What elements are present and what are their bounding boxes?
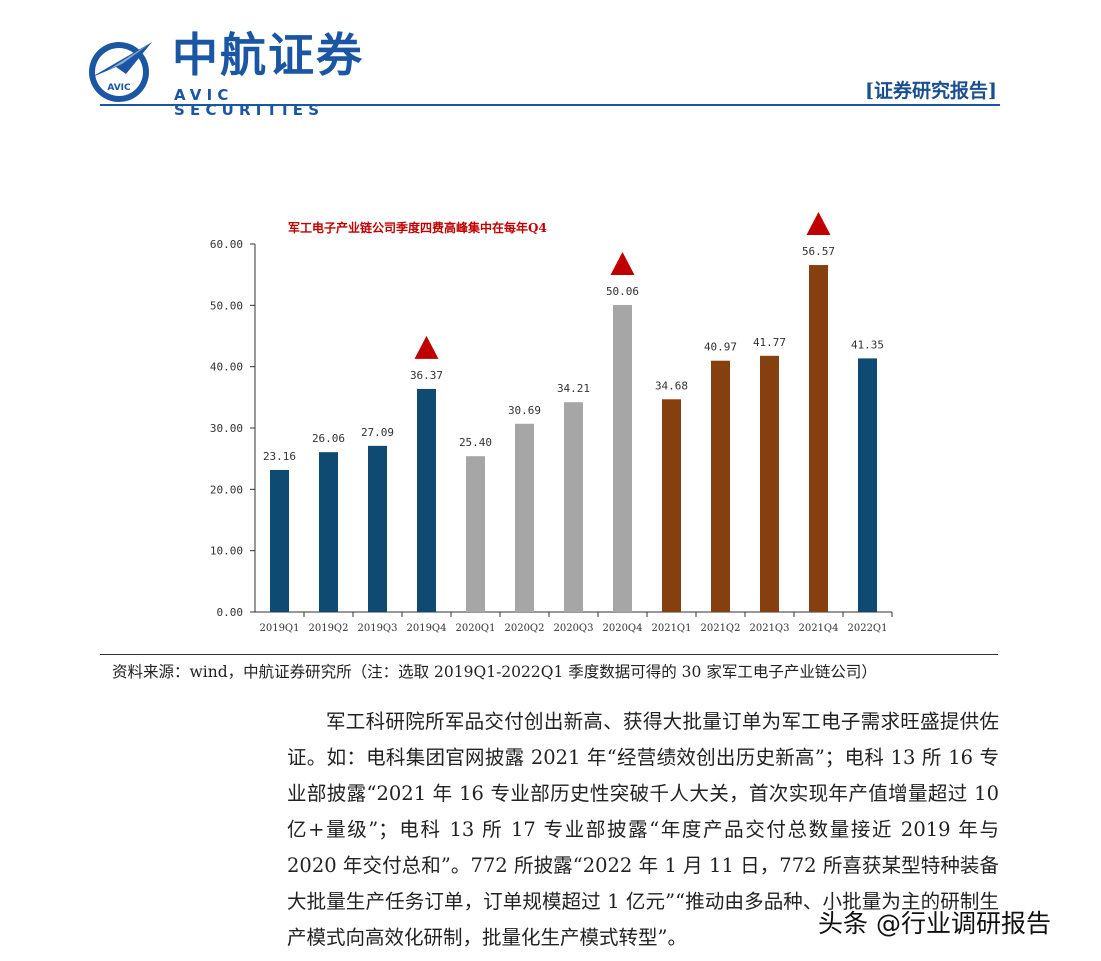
body-paragraph: 军工科研院所军品交付创出新高、获得大批量订单为军工电子需求旺盛提供佐证。如：电科… (287, 710, 999, 949)
bar (662, 399, 681, 612)
bar (417, 388, 436, 612)
peak-triangle-marker (610, 251, 635, 275)
peak-markers (414, 212, 831, 359)
y-tick-label: 60.00 (210, 238, 243, 251)
x-tick-label: 2020Q3 (553, 623, 593, 634)
bar-value-label: 25.40 (459, 436, 492, 449)
peak-triangle-marker (414, 335, 439, 359)
bar (760, 355, 779, 612)
bar-value-label: 34.21 (557, 382, 590, 395)
bar (711, 360, 730, 612)
x-tick-label: 2021Q4 (798, 623, 838, 634)
bar (809, 265, 828, 612)
bar (270, 469, 289, 612)
y-tick-label: 30.00 (210, 422, 243, 435)
bar (613, 304, 632, 612)
y-tick-label: 20.00 (210, 483, 243, 496)
bar-value-label: 41.35 (851, 338, 884, 351)
avic-logo: AVIC 中航证券 AVIC SECURITIES (86, 28, 386, 118)
logo-chinese-name: 中航证券 (172, 28, 364, 82)
logo-english-name: AVIC SECURITIES (174, 86, 325, 119)
y-tick-label: 0.00 (217, 606, 244, 619)
header-divider (100, 104, 1000, 106)
bar-value-label: 41.77 (753, 336, 786, 349)
y-axis-ticks: 0.00 10.00 20.00 30.00 40.00 50.00 60.00 (210, 238, 255, 619)
x-tick-label: 2021Q3 (749, 623, 789, 634)
quarterly-expense-bar-chart: 军工电子产业链公司季度四费高峰集中在每年Q4 0.00 10.00 20.00 30.… (210, 212, 893, 634)
bar (858, 358, 877, 612)
bar (515, 423, 534, 612)
x-tick-label: 2020Q1 (455, 623, 495, 634)
bar-value-label: 40.97 (704, 341, 737, 354)
x-tick-label: 2019Q3 (357, 623, 397, 634)
x-tick-label: 2020Q2 (504, 623, 544, 634)
x-axis-labels: 2019Q1 2019Q2 2019Q3 2019Q4 2020Q1 2020Q2 2020… (259, 612, 893, 634)
bar-value-label: 27.09 (361, 426, 394, 439)
x-tick-label: 2020Q4 (602, 623, 642, 634)
source-divider (100, 654, 998, 655)
bar-value-label: 23.16 (263, 450, 296, 463)
bar (319, 452, 338, 612)
x-tick-label: 2022Q1 (847, 623, 887, 634)
report-type-label: [证券研究报告] (865, 80, 997, 102)
bar (368, 445, 387, 612)
value-labels: 23.16 26.06 27.09 36.37 25.40 30.69 34.21 50.06… (263, 245, 884, 463)
x-tick-label: 2019Q4 (406, 623, 446, 634)
bar-value-label: 30.69 (508, 404, 541, 417)
x-tick-label: 2019Q1 (259, 623, 299, 634)
bar-value-label: 34.68 (655, 379, 688, 392)
y-tick-label: 40.00 (210, 361, 243, 374)
x-tick-label: 2021Q1 (651, 623, 691, 634)
bar (466, 456, 485, 612)
bar-value-label: 50.06 (606, 285, 639, 298)
avic-plane-icon: AVIC (89, 42, 152, 102)
x-tick-label: 2021Q2 (700, 623, 740, 634)
bar-value-label: 56.57 (802, 245, 835, 258)
watermark: 头条 @行业调研报告 (818, 909, 1051, 938)
bar-value-label: 26.06 (312, 432, 345, 445)
y-tick-label: 50.00 (210, 299, 243, 312)
svg-text:AVIC: AVIC (107, 83, 131, 93)
chart-annotation: 军工电子产业链公司季度四费高峰集中在每年Q4 (288, 220, 547, 235)
bar (564, 402, 583, 612)
peak-triangle-marker (806, 212, 831, 236)
y-tick-label: 10.00 (210, 545, 243, 558)
bar-series (270, 265, 877, 612)
x-tick-label: 2019Q2 (308, 623, 348, 634)
bar-value-label: 36.37 (410, 369, 443, 382)
chart-source-note: 资料来源：wind，中航证券研究所（注：选取 2019Q1-2022Q1 季度数… (112, 663, 877, 681)
